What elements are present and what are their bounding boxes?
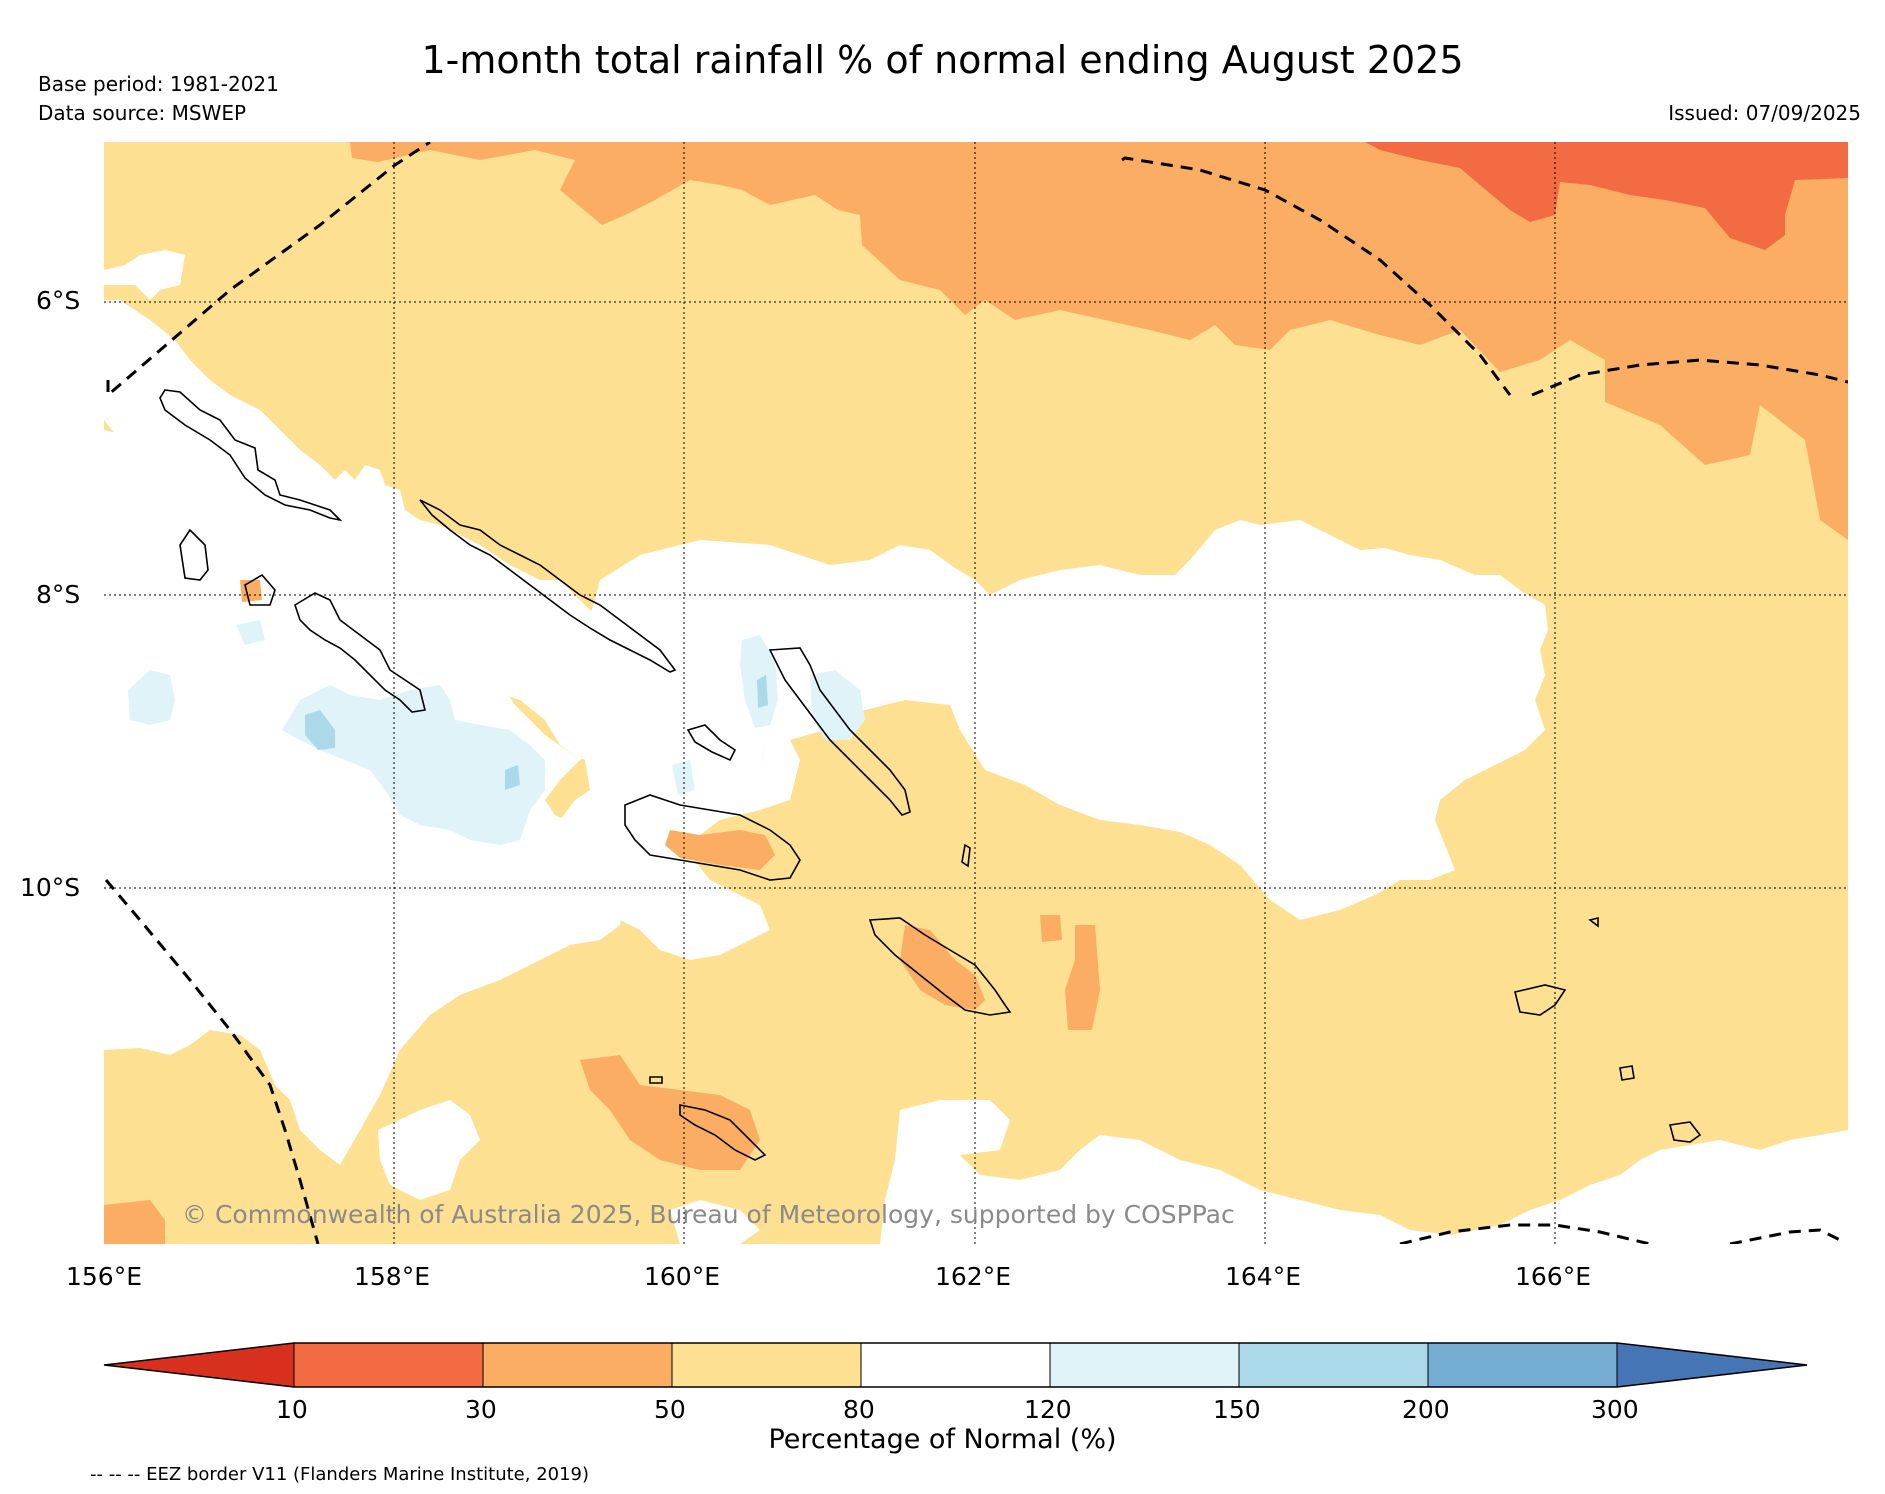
copyright-notice: © Commonwealth of Australia 2025, Bureau…: [182, 1200, 1235, 1229]
graticule: [104, 142, 1848, 1244]
colorbar-tick-120: 120: [1024, 1395, 1072, 1424]
colorbar-extend-low: [104, 1343, 294, 1387]
region-30-50-small: [240, 580, 262, 602]
issued-date: Issued: 07/09/2025: [1668, 101, 1861, 125]
lat-label-8s: 8°S: [36, 580, 81, 609]
region-30-50-guadalcanal: [665, 830, 775, 870]
colorbar-swatch-150-200: [1239, 1343, 1428, 1387]
coast-reef-c: [961, 843, 971, 868]
colorbar-swatch-10-30: [294, 1343, 483, 1387]
region-30-50-rennell: [580, 1055, 760, 1170]
region-120-150-patch-a: [128, 670, 175, 725]
coast-bellona: [649, 1076, 663, 1084]
colorbar-tick-200: 200: [1402, 1395, 1450, 1424]
lon-label-162e: 162°E: [935, 1262, 1012, 1291]
region-80-120-west: [104, 250, 800, 960]
region-30-50-makira: [900, 925, 985, 1010]
colorbar: [103, 1342, 1808, 1388]
region-120-150-patch-d: [810, 670, 865, 740]
region-30-50-patch-b: [1065, 925, 1100, 1030]
coast-island-b: [244, 573, 276, 606]
coast-reef-a: [1619, 1065, 1635, 1081]
coast-santa-cruz: [1514, 984, 1567, 1016]
coast-florida: [686, 724, 737, 762]
region-30-50-north: [350, 142, 1848, 540]
lon-label-158e: 158°E: [354, 1262, 431, 1291]
coast-island-a: [179, 528, 209, 581]
colorbar-extend-high: [1617, 1343, 1807, 1387]
region-30-50-southwest: [104, 1200, 165, 1244]
region-80-120-south: [880, 1100, 1848, 1244]
colorbar-swatch-200-300: [1428, 1343, 1617, 1387]
region-80-120-southwest: [104, 430, 625, 1165]
lon-label-156e: 156°E: [66, 1262, 143, 1291]
colorbar-title: Percentage of Normal (%): [768, 1424, 1117, 1455]
coast-bougainville: [159, 389, 343, 522]
colorbar-tick-50: 50: [654, 1395, 686, 1424]
region-150-200-a: [305, 710, 335, 750]
lat-label-10s: 10°S: [20, 873, 81, 902]
coast-makira: [868, 917, 1012, 1016]
colorbar-swatch-30-50: [483, 1343, 672, 1387]
colorbar-swatch-80-120: [861, 1343, 1050, 1387]
region-80-120-pocket: [670, 1200, 760, 1244]
region-80-120-central: [545, 520, 1548, 920]
data-source: Data source: MSWEP: [38, 101, 247, 125]
coast-rennell: [679, 1104, 767, 1161]
region-150-200-c: [757, 675, 768, 708]
colorbar-swatch-120-150: [1050, 1343, 1239, 1387]
lon-label-164e: 164°E: [1225, 1262, 1302, 1291]
colorbar-tick-80: 80: [843, 1395, 875, 1424]
region-120-150-west: [282, 685, 545, 845]
base-period: Base period: 1981-2021: [38, 72, 279, 96]
region-10-30-northeast: [1365, 142, 1848, 250]
rainfall-contours: [104, 142, 1848, 1244]
region-80-120-sw-patch: [378, 1100, 480, 1200]
coast-choiseul-isabel: [419, 499, 677, 673]
colorbar-tick-10: 10: [276, 1395, 308, 1424]
lon-label-160e: 160°E: [644, 1262, 721, 1291]
eez-legend: -- -- -- EEZ border V11 (Flanders Marine…: [90, 1464, 590, 1485]
lon-label-166e: 166°E: [1515, 1262, 1592, 1291]
colorbar-swatch-50-80: [672, 1343, 861, 1387]
region-120-150-patch-b: [236, 620, 265, 645]
coast-vanikoro: [1668, 1121, 1702, 1143]
colorbar-tick-150: 150: [1213, 1395, 1261, 1424]
region-150-200-b: [505, 765, 520, 790]
coast-guadalcanal: [624, 794, 801, 881]
colorbar-tick-300: 300: [1591, 1395, 1639, 1424]
coast-reef-b: [1588, 916, 1599, 928]
coast-new-georgia: [294, 592, 426, 713]
map-title: 1-month total rainfall % of normal endin…: [421, 38, 1464, 82]
lat-label-6s: 6°S: [36, 286, 81, 315]
coastlines: [159, 389, 1702, 1161]
coast-malaita: [768, 647, 911, 816]
colorbar-tick-30: 30: [465, 1395, 497, 1424]
region-30-50-patch-a: [1040, 915, 1062, 942]
eez-borders: [104, 142, 1848, 1244]
